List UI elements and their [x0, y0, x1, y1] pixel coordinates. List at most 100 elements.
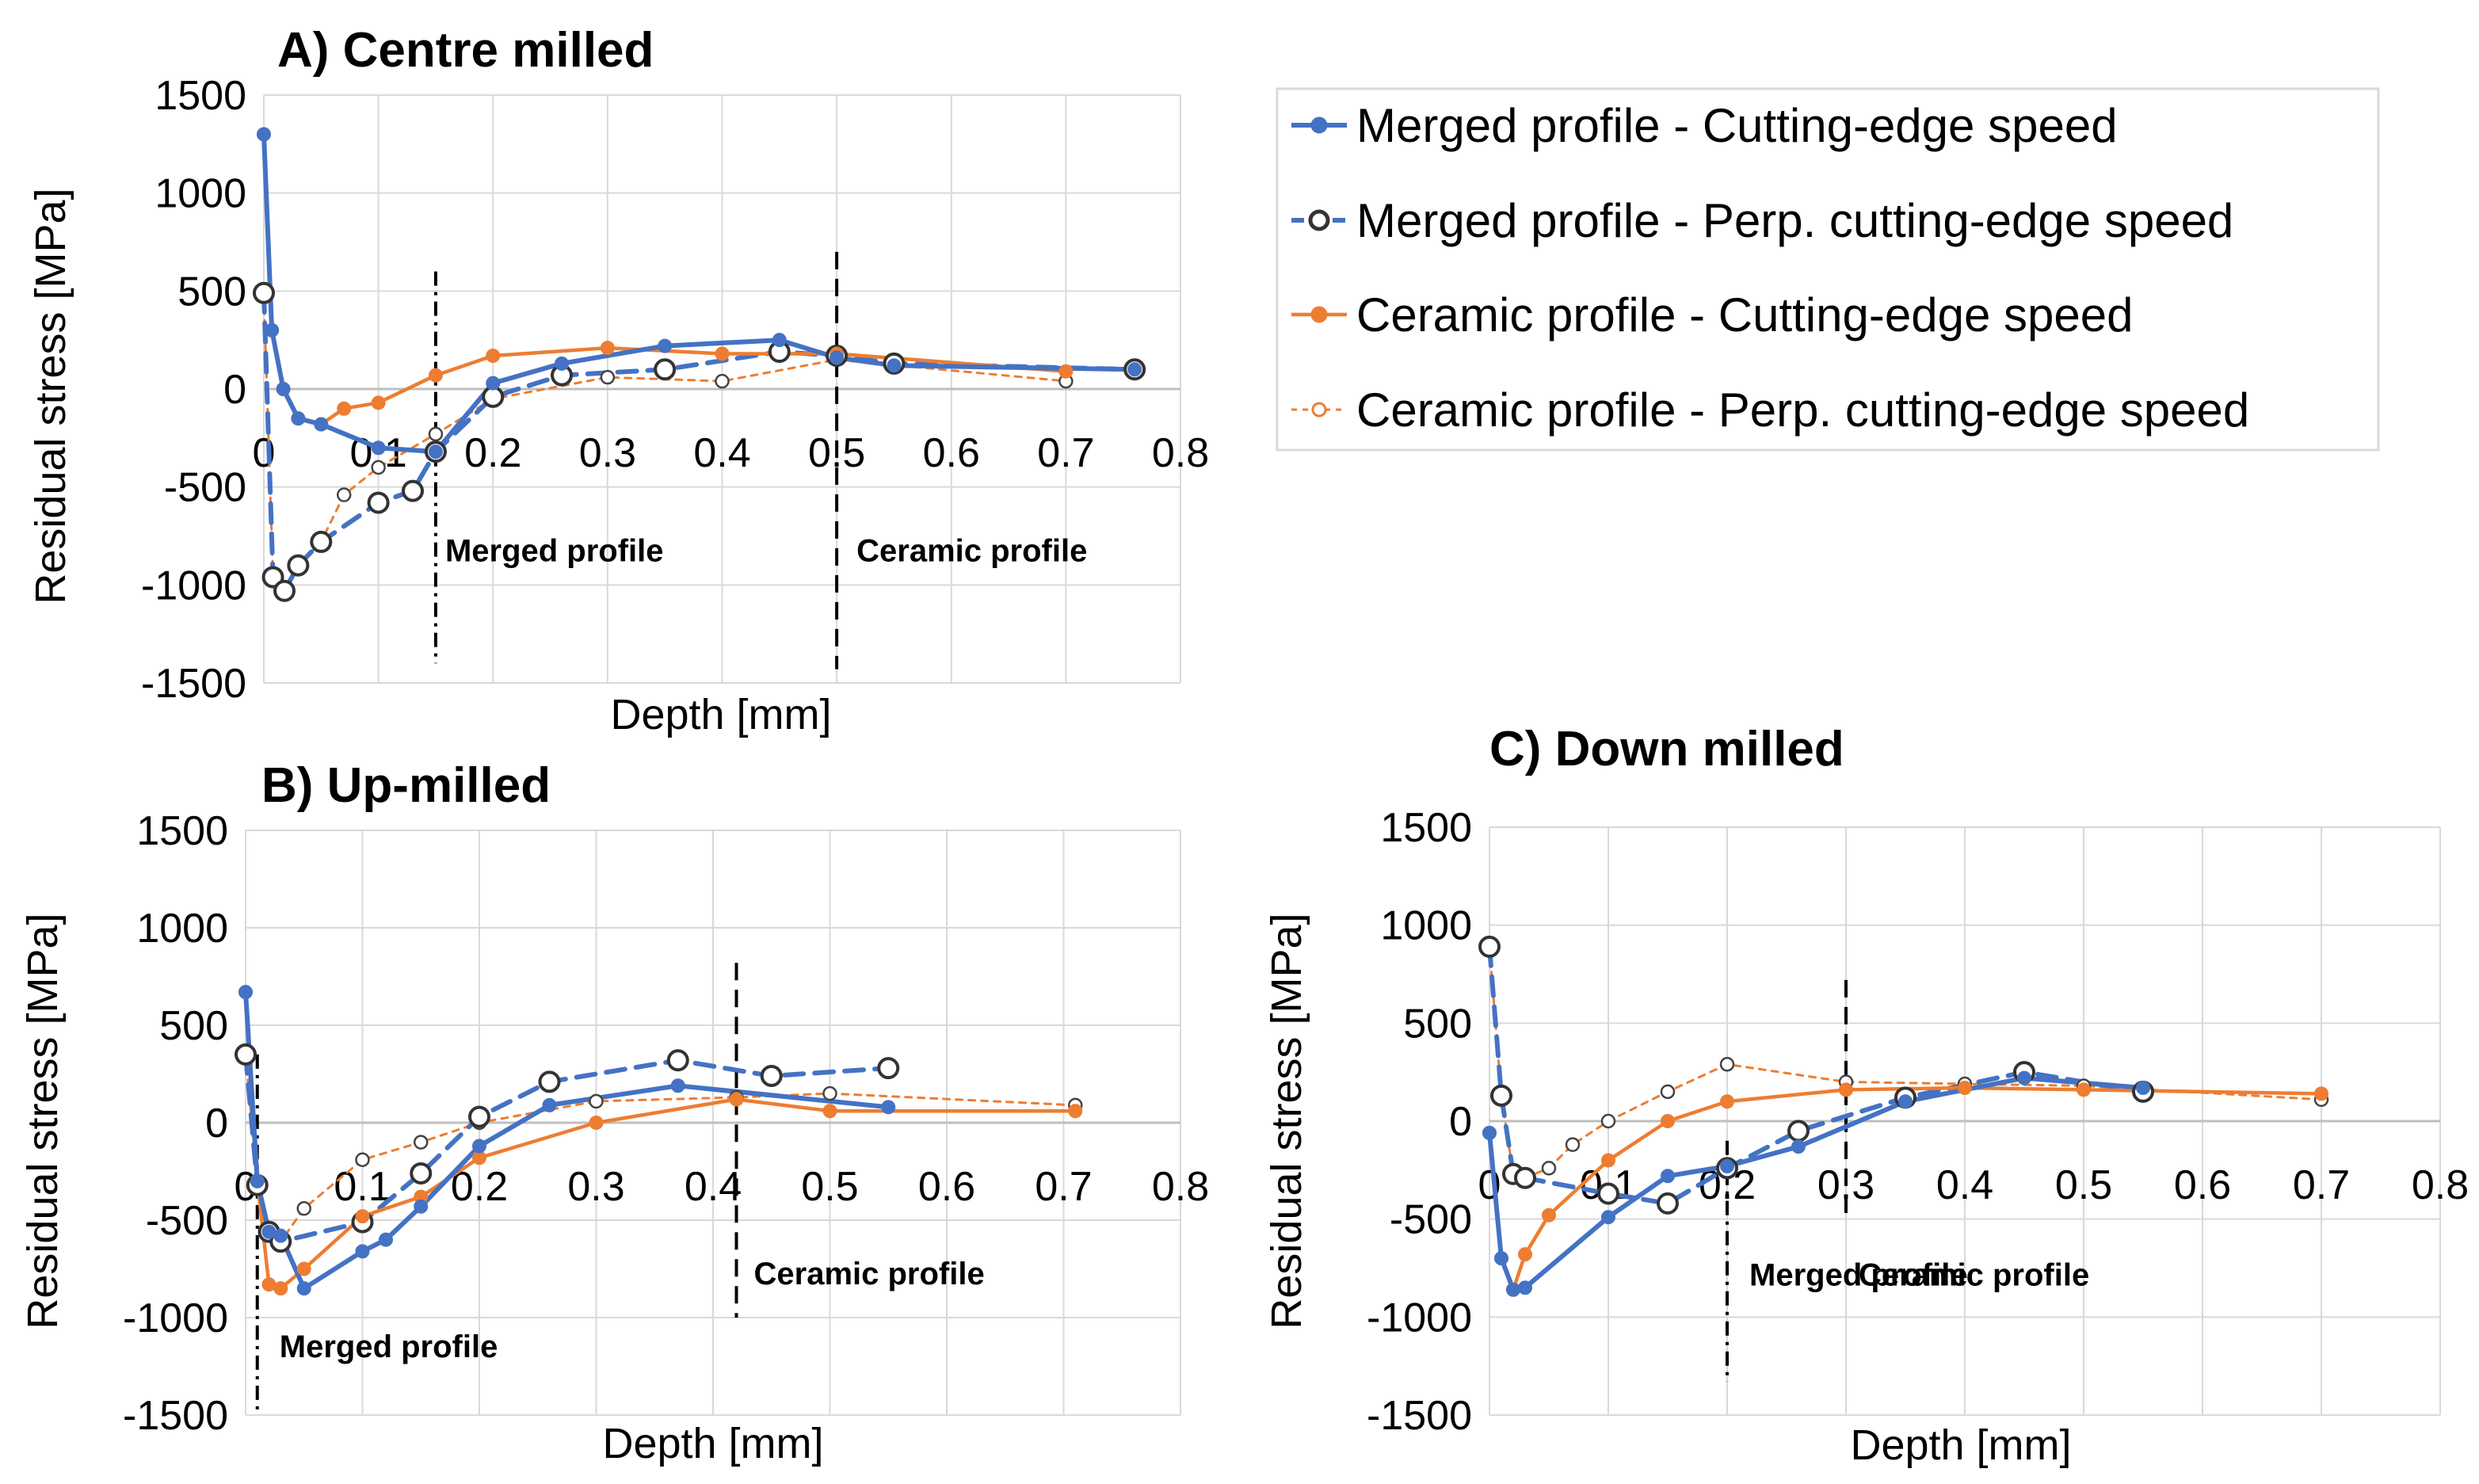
- profile-boundary-label: Merged profile: [1749, 1257, 1968, 1292]
- data-point: [1601, 1210, 1615, 1225]
- data-point: [261, 566, 284, 589]
- chart-a-x-tick-labels: 00.10.20.30.40.50.60.70.8: [253, 430, 1210, 476]
- chart-b-y-tick-labels: -1500 -1000 -500 0 500 1000 1500: [123, 808, 228, 1439]
- legend-label: Ceramic profile - Perp. cutting-edge spe…: [1356, 383, 2249, 437]
- chart-b-title: B) Up-milled: [261, 758, 551, 813]
- data-point: [555, 356, 570, 371]
- profile-boundary-label: Merged profile: [445, 533, 664, 568]
- y-tick-label: -1500: [123, 1393, 228, 1439]
- data-point: [1791, 1139, 1806, 1154]
- x-tick-label: 0.8: [1152, 430, 1209, 476]
- data-point: [542, 1097, 557, 1112]
- data-point: [760, 1064, 783, 1087]
- legend-label: Merged profile - Perp. cutting-edge spee…: [1356, 194, 2233, 247]
- data-point: [1958, 1080, 1972, 1095]
- data-point: [261, 1224, 277, 1239]
- data-point: [337, 401, 352, 416]
- y-tick-label: 1500: [154, 73, 246, 119]
- data-point: [658, 338, 673, 353]
- legend-swatch-marker: [1310, 116, 1328, 134]
- data-point: [1600, 1113, 1616, 1129]
- data-point: [1657, 1192, 1679, 1215]
- x-tick-label: 0.3: [579, 430, 636, 476]
- chart-b-y-axis-label: Residual stress [MPa]: [19, 913, 67, 1329]
- data-point: [881, 1100, 896, 1115]
- legend-label: Ceramic profile - Cutting-edge speed: [1356, 288, 2133, 341]
- data-point: [1482, 1125, 1497, 1140]
- chart-a-y-tick-labels: -1500 -1000 -500 0 500 1000 1500: [141, 73, 246, 707]
- data-point: [355, 1152, 370, 1167]
- data-point: [2136, 1080, 2150, 1095]
- data-point: [296, 1281, 311, 1296]
- data-point: [367, 491, 390, 514]
- data-point: [414, 1199, 429, 1214]
- data-point: [273, 579, 296, 602]
- data-point: [1127, 362, 1142, 377]
- profile-boundary-label: Merged profile: [280, 1329, 498, 1364]
- chart-c-title: C) Down milled: [1489, 722, 1844, 776]
- data-point: [472, 1150, 486, 1165]
- data-point: [468, 1105, 490, 1128]
- chart-c-y-tick-labels: -1500 -1000 -500 0 500 1000 1500: [1367, 805, 1472, 1439]
- chart-c-x-axis-label: Depth [mm]: [1850, 1421, 2071, 1469]
- data-point: [1514, 1166, 1536, 1189]
- legend-label: Merged profile - Cutting-edge speed: [1356, 99, 2118, 152]
- chart-a-series: [253, 127, 1146, 602]
- chart-c-x-tick-labels: 00.10.20.30.40.50.60.70.8: [1478, 1162, 2469, 1208]
- chart-c-series: [1478, 935, 2329, 1297]
- chart-b-up-milled: B) Up-milled -1500-1000-500050010001500 …: [19, 758, 1209, 1467]
- series-line: [243, 990, 1077, 1291]
- data-point: [1518, 1280, 1532, 1295]
- data-point: [1597, 1182, 1619, 1205]
- data-point: [250, 1173, 265, 1188]
- data-point: [253, 281, 275, 304]
- data-point: [1518, 1247, 1532, 1262]
- data-point: [379, 1232, 393, 1247]
- data-point: [310, 530, 333, 553]
- data-point: [1601, 1153, 1615, 1168]
- data-point: [1478, 935, 1501, 958]
- y-tick-label: -1000: [123, 1295, 228, 1341]
- data-point: [410, 1162, 433, 1185]
- data-point: [1058, 364, 1074, 379]
- y-tick-label: -500: [164, 465, 246, 511]
- data-point: [291, 411, 306, 426]
- data-point: [371, 395, 386, 410]
- y-tick-label: 1500: [1380, 805, 1472, 851]
- x-tick-label: 0.7: [2293, 1162, 2350, 1208]
- data-point: [428, 368, 443, 383]
- data-point: [1720, 1158, 1734, 1173]
- data-point: [486, 348, 501, 363]
- data-point: [238, 985, 253, 1000]
- y-tick-label: 1000: [1380, 903, 1472, 949]
- data-point: [538, 1070, 561, 1093]
- data-point: [1720, 1094, 1734, 1109]
- chart-c-down-milled: C) Down milled -1500 -1000 -500 0 500 1000 150…: [1263, 722, 2469, 1469]
- x-tick-label: 0.6: [918, 1164, 975, 1210]
- x-tick-label: 0.7: [1035, 1164, 1092, 1210]
- chart-b-profile-lines: Merged profile Ceramic profile: [255, 963, 985, 1415]
- legend-entry-merged-perp: Merged profile - Perp. cutting-edge spee…: [1291, 194, 2233, 247]
- data-point: [486, 376, 501, 391]
- x-tick-label: 0.7: [1037, 430, 1094, 476]
- x-tick-label: 0.1: [334, 1164, 391, 1210]
- data-point: [296, 1200, 311, 1216]
- y-tick-label: -1500: [141, 661, 246, 707]
- chart-a-x-axis-label: Depth [mm]: [610, 691, 831, 738]
- data-point: [666, 1049, 689, 1072]
- data-point: [261, 1277, 277, 1292]
- data-point: [265, 322, 280, 338]
- chart-b-x-tick-labels: 0 0.1 0.2 0.3 0.4 0.5 0.6 0.7 0.8: [235, 1164, 1210, 1210]
- y-tick-label: 1000: [154, 171, 246, 217]
- legend-swatch-marker: [1308, 209, 1330, 231]
- data-point: [371, 441, 386, 456]
- y-tick-label: -500: [1390, 1197, 1472, 1243]
- data-point: [2077, 1082, 2091, 1097]
- x-tick-label: 0.4: [1936, 1162, 1993, 1208]
- x-tick-label: 0.6: [2174, 1162, 2231, 1208]
- y-tick-label: 1500: [136, 808, 228, 854]
- data-point: [715, 346, 730, 361]
- data-point: [355, 1209, 370, 1224]
- data-point: [887, 358, 902, 373]
- legend-swatch-marker: [1311, 402, 1327, 418]
